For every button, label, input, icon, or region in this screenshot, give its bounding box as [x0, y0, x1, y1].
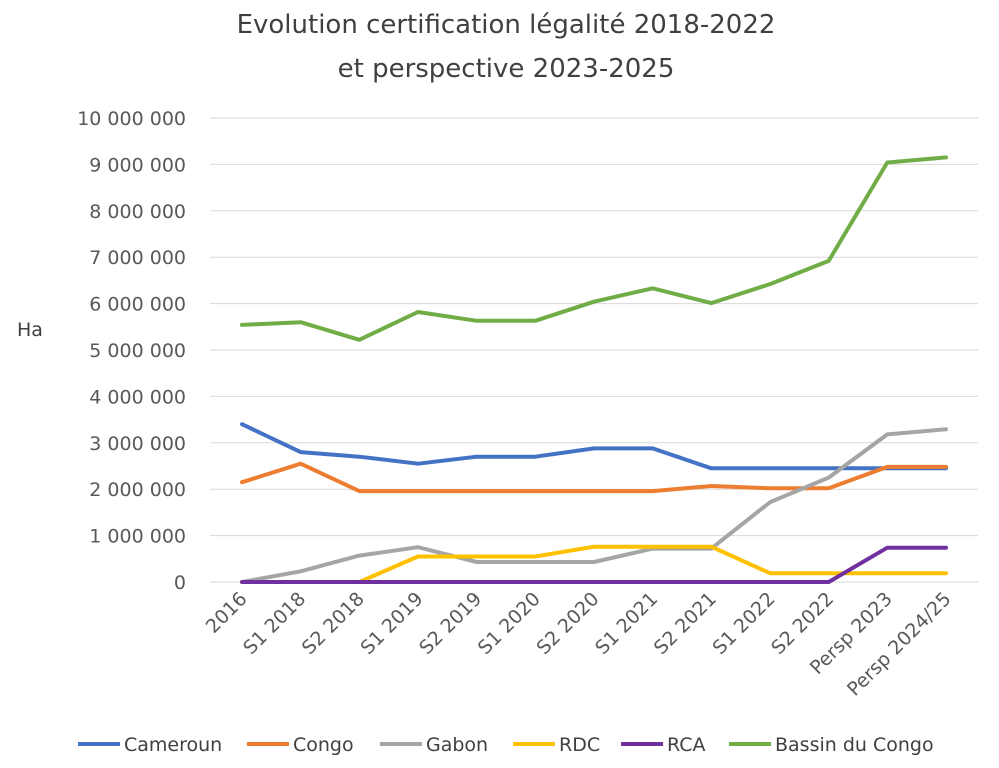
y-tick-label: 4 000 000 — [89, 386, 186, 408]
y-tick-label: 2 000 000 — [89, 479, 186, 501]
series-line-bassin-du-congo — [240, 155, 948, 342]
y-tick-label: 7 000 000 — [89, 247, 186, 269]
legend-label: Cameroun — [124, 734, 222, 756]
series-lines — [240, 155, 948, 584]
x-tick-label: S2 2018 — [298, 588, 369, 659]
y-tick-label: 1 000 000 — [89, 526, 186, 548]
legend-label: Congo — [293, 734, 354, 756]
x-tick-label: S1 2021 — [591, 588, 662, 659]
x-tick-label: S1 2018 — [239, 588, 310, 659]
x-tick-label: S1 2019 — [356, 588, 427, 659]
y-tick-label: 5 000 000 — [89, 340, 186, 362]
x-tick-label: S2 2021 — [650, 588, 721, 659]
series-line-congo — [240, 461, 948, 494]
y-tick-label: 9 000 000 — [89, 154, 186, 176]
x-tick-label: S1 2022 — [708, 588, 779, 659]
legend-label: Bassin du Congo — [775, 734, 934, 756]
y-tick-label: 6 000 000 — [89, 294, 186, 316]
y-axis-ticks: 0 1 000 000 2 000 000 3 000 000 4 000 000 5 0… — [77, 108, 186, 594]
chart-title-line-2: et perspective 2023-2025 — [338, 54, 675, 84]
x-tick-label: S2 2019 — [415, 588, 486, 659]
legend-label: RCA — [667, 734, 706, 756]
x-tick-label: Persp 2024/25 — [843, 588, 956, 701]
series-line-rca — [240, 545, 948, 584]
y-tick-label: 10 000 000 — [77, 108, 186, 130]
x-tick-label: S1 2020 — [474, 588, 545, 659]
y-tick-label: 8 000 000 — [89, 201, 186, 223]
series-line-cameroun — [240, 422, 948, 471]
legend-label: RDC — [559, 734, 600, 756]
x-tick-label: 2016 — [202, 588, 252, 638]
legend: Cameroun Congo Gabon RDC RCA Bassin du Congo — [78, 734, 934, 756]
chart-title-line-1: Evolution certification légalité 2018-20… — [237, 10, 776, 40]
gridlines — [210, 117, 978, 583]
y-tick-label: 3 000 000 — [89, 433, 186, 455]
y-tick-label: 0 — [174, 572, 186, 594]
x-tick-label: S2 2020 — [532, 588, 603, 659]
legend-label: Gabon — [426, 734, 488, 756]
y-axis-label: Ha — [17, 319, 43, 341]
series-line-gabon — [240, 427, 948, 584]
